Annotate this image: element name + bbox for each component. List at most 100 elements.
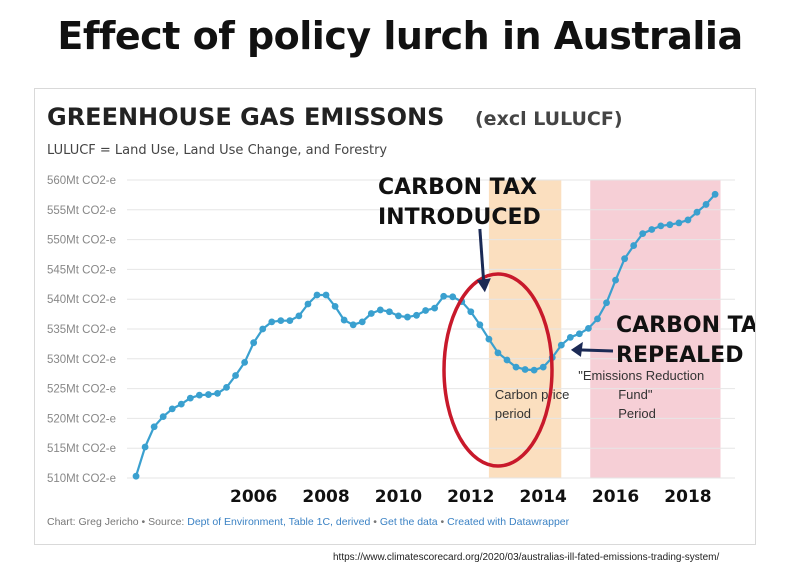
chart-subtitle: LULUCF = Land Use, Land Use Change, and … bbox=[47, 143, 387, 158]
data-point bbox=[467, 308, 475, 316]
data-point bbox=[413, 311, 420, 319]
chart-footer: Chart: Greg Jericho • Source: Dept of En… bbox=[47, 516, 570, 528]
data-point bbox=[295, 312, 303, 320]
data-point bbox=[268, 318, 276, 326]
arrowhead-repealed bbox=[570, 341, 583, 357]
data-point bbox=[693, 208, 701, 216]
data-point bbox=[205, 391, 212, 398]
data-point bbox=[512, 363, 520, 371]
x-tick-label: 2012 bbox=[447, 487, 494, 507]
get-data-link[interactable]: Get the data bbox=[380, 516, 438, 528]
data-point bbox=[141, 443, 149, 451]
data-point bbox=[395, 312, 402, 320]
data-point bbox=[711, 190, 719, 198]
data-point bbox=[168, 405, 176, 413]
chart-title: GREENHOUSE GAS EMISSONS bbox=[47, 103, 444, 131]
source-prefix: Source: bbox=[148, 516, 184, 528]
x-tick-label: 2014 bbox=[520, 487, 567, 507]
data-point bbox=[485, 335, 493, 343]
data-point bbox=[177, 400, 185, 408]
created-with-link[interactable]: Created with Datawrapper bbox=[447, 516, 569, 528]
data-point bbox=[530, 366, 538, 374]
data-point bbox=[195, 391, 203, 399]
x-tick-label: 2016 bbox=[592, 487, 639, 507]
data-point bbox=[648, 226, 656, 233]
data-point bbox=[349, 321, 357, 329]
x-axis-ticks: 2006 2008 2010 2012 2014 2016 2018 bbox=[230, 487, 712, 507]
data-point bbox=[431, 304, 439, 312]
data-point bbox=[585, 325, 592, 332]
shaded-period-labels: Carbon price period"Emissions Reduction Fu… bbox=[495, 368, 704, 421]
data-point bbox=[304, 300, 312, 308]
data-point bbox=[575, 330, 583, 338]
data-point bbox=[666, 221, 674, 229]
slide-title: Effect of policy lurch in Australia bbox=[57, 14, 743, 58]
data-point bbox=[404, 313, 411, 321]
annotation-carbon-tax-introduced: CARBON TAX INTRODUCED bbox=[378, 175, 541, 230]
data-point bbox=[621, 255, 629, 263]
data-point bbox=[150, 423, 158, 431]
data-point bbox=[232, 372, 239, 379]
data-point bbox=[521, 366, 529, 373]
data-point bbox=[539, 363, 547, 371]
arrow-repealed bbox=[578, 348, 614, 353]
data-point bbox=[612, 276, 619, 284]
data-point bbox=[702, 201, 710, 208]
y-tick-label: 525Mt CO2-e bbox=[47, 384, 116, 396]
data-point bbox=[286, 317, 294, 325]
data-point bbox=[250, 339, 258, 347]
svg-text:Chart: Greg Jericho • Source:: Chart: Greg Jericho • Source: Dept of En… bbox=[47, 516, 570, 528]
grid-lines bbox=[127, 179, 735, 479]
data-point bbox=[476, 321, 484, 329]
data-point bbox=[259, 325, 267, 333]
y-tick-label: 510Mt CO2-e bbox=[47, 473, 116, 485]
data-point bbox=[639, 230, 647, 238]
data-point bbox=[132, 472, 140, 480]
chart-title-suffix: (excl LULUCF) bbox=[475, 108, 623, 130]
annotation-carbon-tax-repealed: CARBON TAXREPEALED bbox=[616, 313, 755, 368]
data-point bbox=[186, 394, 194, 402]
y-tick-label: 540Mt CO2-e bbox=[47, 294, 116, 306]
chart-card: 510Mt CO2-e 515Mt CO2-e 520Mt CO2-e 525Mt C… bbox=[34, 88, 756, 545]
data-point bbox=[367, 310, 375, 317]
x-tick-label: 2018 bbox=[664, 487, 711, 507]
emissions-chart: 510Mt CO2-e 515Mt CO2-e 520Mt CO2-e 525Mt C… bbox=[47, 103, 755, 528]
y-tick-label: 530Mt CO2-e bbox=[47, 354, 116, 366]
x-tick-label: 2008 bbox=[302, 487, 349, 507]
source-link[interactable]: Dept of Environment, Table 1C, derived bbox=[187, 516, 370, 528]
highlight-circle bbox=[442, 272, 554, 468]
data-point bbox=[566, 333, 574, 341]
x-tick-label: 2010 bbox=[375, 487, 422, 507]
data-point bbox=[277, 317, 285, 325]
data-point bbox=[331, 302, 339, 310]
data-point bbox=[358, 318, 366, 326]
data-point bbox=[557, 341, 565, 349]
data-point bbox=[340, 316, 348, 324]
y-tick-label: 515Mt CO2-e bbox=[47, 443, 116, 455]
data-point bbox=[385, 308, 393, 316]
data-point bbox=[449, 293, 457, 301]
y-axis-ticks: 510Mt CO2-e 515Mt CO2-e 520Mt CO2-e 525Mt C… bbox=[47, 175, 116, 485]
data-point bbox=[214, 389, 221, 397]
data-point bbox=[241, 358, 249, 366]
data-point bbox=[594, 315, 601, 323]
chart-credit: Chart: Greg Jericho bbox=[47, 516, 139, 528]
data-point bbox=[223, 384, 230, 391]
y-tick-label: 555Mt CO2-e bbox=[47, 205, 116, 217]
shaded-period-label-2: "Emissions Reduction Fund" Period bbox=[578, 368, 704, 421]
data-point bbox=[603, 299, 610, 307]
y-tick-label: 535Mt CO2-e bbox=[47, 324, 116, 336]
data-point bbox=[684, 216, 692, 224]
data-point bbox=[503, 356, 511, 364]
source-url[interactable]: https://www.climatescorecard.org/2020/03… bbox=[333, 552, 720, 563]
data-point bbox=[675, 219, 683, 227]
data-point bbox=[630, 242, 638, 249]
y-tick-label: 545Mt CO2-e bbox=[47, 264, 116, 276]
data-point bbox=[440, 292, 448, 300]
arrowhead-introduced bbox=[476, 278, 491, 293]
data-point bbox=[322, 291, 330, 299]
data-point bbox=[494, 349, 502, 357]
data-point bbox=[159, 413, 167, 421]
data-point bbox=[376, 306, 384, 314]
